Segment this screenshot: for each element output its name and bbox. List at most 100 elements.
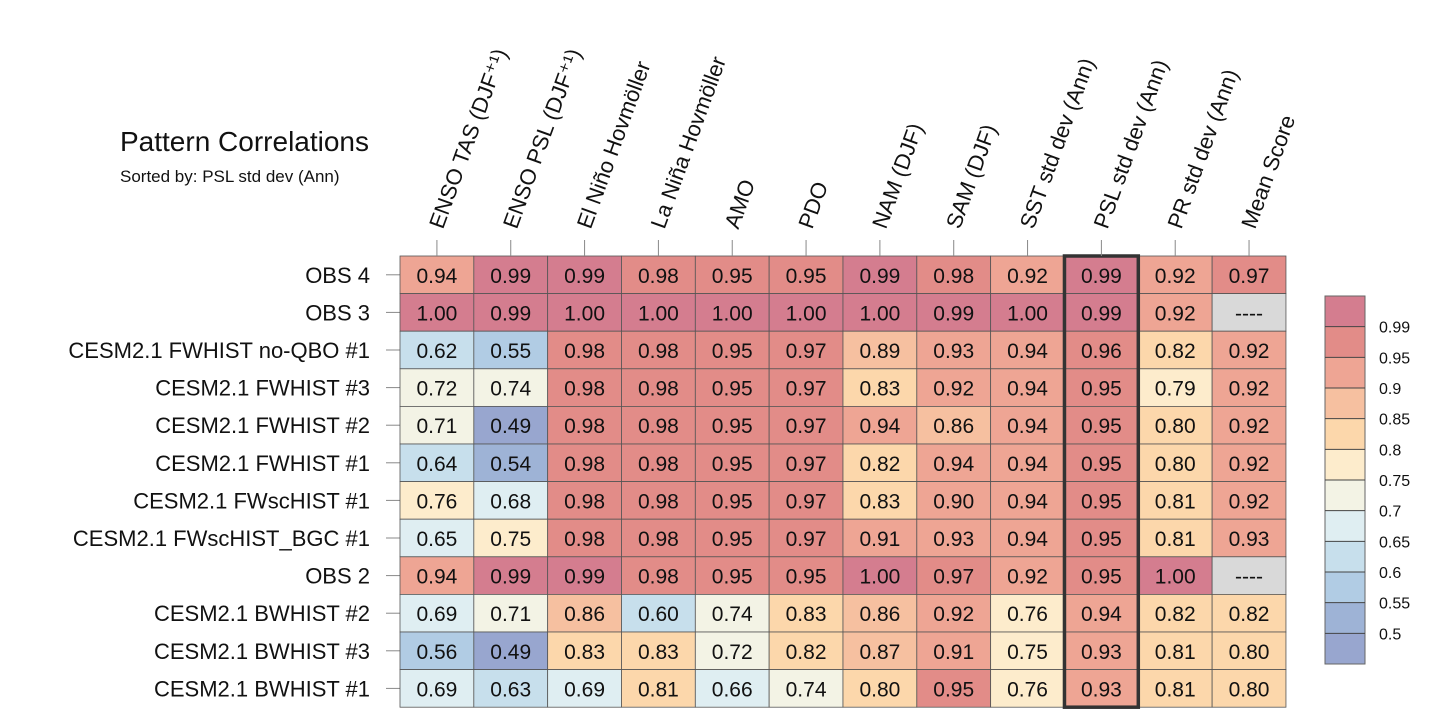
colorbar-tick-label: 0.75 — [1379, 473, 1410, 490]
cell-value: 0.96 — [1081, 340, 1122, 363]
heatmap-cell — [547, 293, 622, 332]
colorbar-segment — [1325, 633, 1365, 664]
heatmap-cell — [473, 518, 549, 558]
cell-value: 0.71 — [490, 603, 531, 626]
cell-value: 0.97 — [786, 490, 827, 513]
cell-value: 0.95 — [712, 490, 753, 513]
heatmap-cell — [621, 405, 696, 445]
heatmap-cell — [694, 631, 770, 670]
cell-value: 0.83 — [786, 603, 827, 626]
cell-value: 0.81 — [1155, 641, 1196, 664]
cell-value: 0.82 — [1155, 340, 1196, 363]
row-label: OBS 2 — [305, 564, 370, 589]
cell-value: 1.00 — [859, 566, 900, 589]
colorbar-segment — [1325, 388, 1365, 419]
heatmap-cell — [990, 255, 1065, 294]
cell-value: 0.93 — [1229, 528, 1270, 551]
heatmap-cell — [547, 405, 622, 445]
cell-value: 0.69 — [416, 603, 457, 626]
heatmap-cell — [621, 293, 696, 332]
cell-value: 0.72 — [712, 641, 753, 664]
column-label: SST std dev (Ann) — [1015, 55, 1100, 232]
cell-value: 0.81 — [1155, 490, 1196, 513]
cell-value: 0.95 — [1081, 566, 1122, 589]
colorbar-tick-label: 0.6 — [1379, 565, 1401, 582]
cell-value: 0.92 — [1229, 453, 1270, 476]
heatmap-cell — [621, 594, 696, 633]
heatmap-cell — [768, 330, 844, 370]
heatmap-cell — [694, 405, 770, 445]
cell-value: 0.56 — [416, 641, 457, 664]
heatmap-cell — [768, 293, 844, 332]
cell-value: 0.98 — [564, 415, 605, 438]
cell-value: 0.65 — [416, 528, 457, 551]
cell-value: 0.98 — [564, 378, 605, 401]
heatmap-cell — [1064, 481, 1139, 520]
heatmap-cell — [399, 405, 475, 445]
heatmap-cell — [473, 669, 549, 708]
heatmap-cell — [916, 481, 992, 520]
cell-value: 0.92 — [1007, 566, 1048, 589]
heatmap-cell — [842, 330, 918, 370]
cell-value: 0.92 — [1155, 265, 1196, 288]
column-label: PDO — [793, 178, 833, 231]
cell-value: 0.74 — [490, 378, 531, 401]
heatmap-cell — [621, 556, 696, 595]
heatmap-cell — [916, 556, 992, 595]
colorbar-segment — [1325, 357, 1365, 388]
cell-value: 1.00 — [416, 302, 457, 325]
cell-value: 0.94 — [1007, 453, 1048, 476]
row-label: CESM2.1 FWHIST #3 — [155, 376, 370, 401]
cell-value: 0.69 — [416, 678, 457, 701]
heatmap-cell — [842, 631, 918, 670]
cell-value: 0.98 — [564, 340, 605, 363]
cell-value: 0.64 — [416, 453, 457, 476]
cell-value: 0.95 — [712, 528, 753, 551]
heatmap-cell — [990, 594, 1065, 633]
row-label: CESM2.1 FWHIST #1 — [155, 451, 370, 476]
chart-title: Pattern Correlations — [120, 126, 370, 157]
cell-value: 0.92 — [1229, 378, 1270, 401]
heatmap-cell — [990, 443, 1065, 482]
heatmap-cell-values: 0.94 0.99 0.99 0.98 0.95 0.95 0.99 0.98 0.92 0.99… — [416, 265, 1269, 702]
heatmap-cell — [473, 443, 549, 482]
cell-value: 0.74 — [712, 603, 753, 626]
cell-value: 0.94 — [1007, 415, 1048, 438]
cell-value: 0.83 — [859, 490, 900, 513]
cell-value: 0.97 — [786, 528, 827, 551]
heatmap-cell — [547, 518, 622, 558]
cell-value: 0.87 — [859, 641, 900, 664]
heatmap-cell — [1064, 255, 1139, 294]
heatmap-cell — [621, 669, 696, 708]
cell-value: 0.83 — [564, 641, 605, 664]
cell-value: 0.97 — [933, 566, 974, 589]
heatmap-cell — [990, 293, 1065, 332]
colorbar-segment — [1325, 510, 1365, 542]
heatmap-cell — [768, 443, 844, 482]
cell-value: 0.94 — [1007, 528, 1048, 551]
row-label: CESM2.1 BWHIST #1 — [154, 676, 370, 701]
cell-value: 0.93 — [1081, 678, 1122, 701]
colorbar-tick-label: 0.8 — [1379, 442, 1401, 459]
cell-value: 1.00 — [859, 302, 900, 325]
cell-value: 0.79 — [1155, 378, 1196, 401]
heatmap-cell — [621, 518, 696, 558]
cell-value: 0.76 — [1007, 603, 1048, 626]
heatmap-cell — [1211, 669, 1287, 708]
colorbar-segment — [1325, 296, 1365, 327]
heatmap-cell — [621, 443, 696, 482]
cell-value: 0.97 — [786, 378, 827, 401]
heatmap-cell — [768, 481, 844, 520]
heatmap-cell — [694, 556, 770, 595]
cell-value: 0.99 — [1081, 265, 1122, 288]
cell-value: 0.62 — [416, 340, 457, 363]
cell-value: 0.95 — [786, 265, 827, 288]
cell-value: 0.99 — [490, 566, 531, 589]
cell-value: 0.98 — [638, 453, 679, 476]
heatmap-cell — [842, 368, 918, 407]
heatmap-cell — [1137, 669, 1213, 708]
heatmap-cell — [473, 293, 549, 332]
colorbar-segment — [1325, 541, 1365, 572]
heatmap-cell — [916, 368, 992, 407]
